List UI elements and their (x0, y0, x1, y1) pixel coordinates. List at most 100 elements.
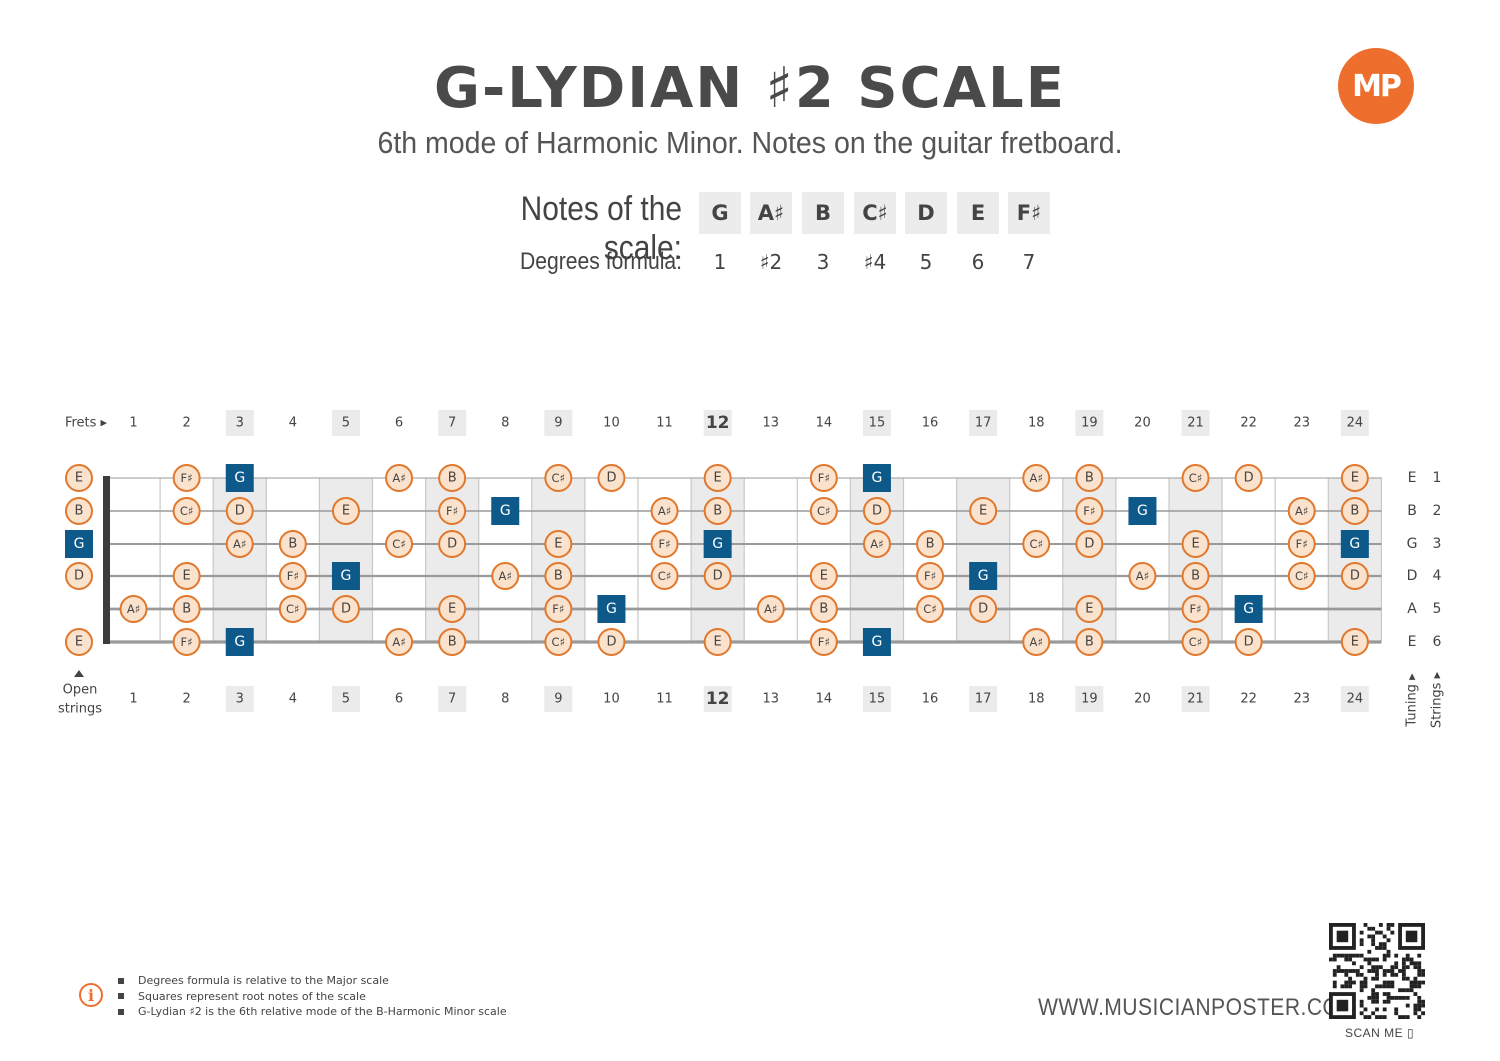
qr-module (1367, 961, 1372, 966)
qr-module (1378, 942, 1383, 947)
string-tuning: B (1407, 503, 1417, 519)
scale-degree: 1 (713, 250, 727, 274)
qr-module (1394, 1007, 1399, 1012)
fret-note-label: B (819, 602, 828, 617)
fret-number-marker (225, 410, 254, 436)
qr-module (1413, 976, 1418, 981)
fret-note-circle (438, 530, 467, 558)
fret-note-circle (1287, 562, 1316, 590)
qr-module (1390, 980, 1395, 985)
qr-module (1344, 972, 1349, 977)
fret-note-label: F♯ (446, 504, 458, 518)
fret-note-root-square (703, 530, 732, 558)
qr-module (1363, 1007, 1368, 1012)
fret-note-label: E (1351, 635, 1359, 650)
qr-module (1386, 999, 1391, 1004)
qr-module (1348, 953, 1353, 958)
fret-number: 13 (762, 692, 779, 707)
qr-module (1363, 923, 1368, 927)
qr-module (1359, 965, 1364, 970)
fret-note-circle (916, 595, 945, 623)
qr-module (1375, 972, 1379, 977)
fret-note-circle (1340, 464, 1369, 492)
qr-module (1375, 1007, 1379, 1012)
qr-module (1394, 995, 1399, 1000)
qr-module (1371, 976, 1376, 981)
qr-module (1401, 957, 1406, 962)
qr-module (1348, 957, 1353, 962)
fret-note-circle (438, 595, 467, 623)
qr-module (1340, 984, 1345, 989)
fret-note-circle (809, 562, 838, 590)
qr-module (1371, 988, 1376, 993)
fret-note-label: C♯ (1189, 471, 1203, 485)
fret-note-circle (1287, 497, 1316, 525)
string-number: 5 (1433, 601, 1442, 617)
fret-note-circle (544, 530, 573, 558)
qr-module (1359, 999, 1364, 1004)
qr-module (1382, 957, 1387, 962)
qr-module (1359, 930, 1364, 935)
website-link[interactable]: WWW.MUSICIANPOSTER.COM (1038, 994, 1358, 1021)
qr-module (1363, 980, 1368, 985)
open-string-note-root-label: G (74, 536, 85, 552)
qr-module (1405, 965, 1410, 970)
qr-module (1371, 957, 1376, 962)
fret-note-label: C♯ (1189, 635, 1203, 649)
open-string-note-label: E (75, 635, 83, 650)
fret-note-circle (1075, 628, 1104, 656)
qr-module (1405, 957, 1410, 962)
qr-module (1382, 992, 1387, 996)
fret-note-label: E (714, 635, 722, 650)
fret-note-circle (1234, 464, 1263, 492)
fret-number: 4 (289, 692, 297, 707)
fret-note-circle (491, 562, 520, 590)
qr-finder-core (1336, 999, 1349, 1012)
qr-module (1367, 969, 1372, 973)
fret-note-root-square (969, 562, 998, 590)
fret-note-circle (385, 530, 414, 558)
qr-module (1371, 995, 1376, 1000)
fret-note-label: E (183, 569, 191, 584)
fret-note-label: E (714, 471, 722, 486)
qr-module (1386, 938, 1391, 943)
qr-module (1378, 946, 1383, 950)
open-string-note-circle (65, 562, 93, 590)
fret-note-label: F♯ (552, 602, 564, 616)
qr-module (1421, 1011, 1425, 1016)
qr-module (1352, 980, 1356, 985)
fret-number: 14 (816, 416, 833, 431)
qr-module (1394, 965, 1399, 970)
fret-number: 15 (869, 692, 886, 707)
fret-note-circle (331, 595, 360, 623)
fret-note-circle (172, 628, 201, 656)
qr-module (1344, 953, 1349, 958)
fret-note-root-label: G (1243, 601, 1254, 617)
qr-module (1390, 930, 1395, 935)
tuning-label: Tuning ▸ (1405, 673, 1420, 728)
scale-degree: 3 (816, 250, 830, 274)
fret-note-circle (703, 628, 732, 656)
fret-note-label: D (606, 635, 616, 650)
fret-note-circle (225, 497, 254, 525)
fret-note-circle (225, 530, 254, 558)
qr-module (1371, 926, 1376, 931)
qr-module (1344, 984, 1349, 989)
fret-note-root-label: G (341, 568, 352, 584)
fret-number-marker (703, 410, 732, 436)
fret-number: 8 (501, 692, 509, 707)
scale-note: A♯ (750, 192, 792, 234)
fret-note-label: B (1350, 504, 1359, 519)
fret-note-label: E (1351, 471, 1359, 486)
fret-note-circle (172, 464, 201, 492)
fret-note-label: F♯ (287, 569, 299, 583)
fret-number: 2 (183, 416, 191, 431)
qr-module (1401, 976, 1406, 981)
qr-code[interactable] (1329, 923, 1425, 1019)
scale-note: B (802, 192, 844, 234)
qr-module (1409, 980, 1414, 985)
qr-module (1386, 949, 1391, 954)
fret-number-marker (969, 410, 998, 436)
string-tuning: D (1407, 568, 1418, 584)
qr-module (1386, 953, 1391, 958)
